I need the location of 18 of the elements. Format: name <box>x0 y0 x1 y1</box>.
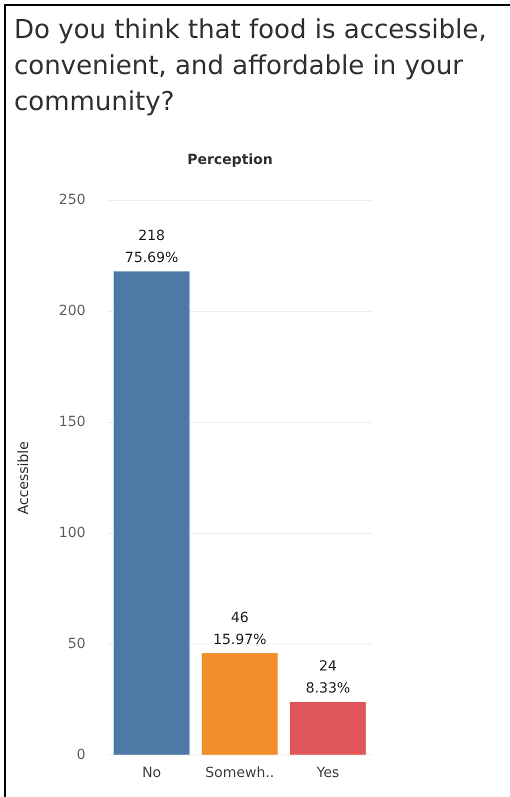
x-axis-title: Perception <box>186 152 274 168</box>
y-tick-label: 150 <box>58 414 86 430</box>
data-label: 46 15.97% <box>213 610 266 648</box>
bar <box>202 653 278 755</box>
bar <box>290 702 366 755</box>
y-tick-label: 100 <box>58 524 86 541</box>
y-tick-label: 50 <box>68 636 86 652</box>
chart-title: Do you think that food is accessible, convenient, and affordable in your community? <box>14 14 488 119</box>
x-tick-label: Somewh.. <box>205 765 274 782</box>
x-tick-label: Yes <box>316 765 340 782</box>
y-axis-title: Accessible <box>16 441 32 514</box>
data-label: 24 8.33% <box>306 658 350 697</box>
x-tick-label: No <box>142 765 162 782</box>
y-tick-label: 0 <box>76 746 86 763</box>
y-tick-label: 250 <box>58 192 86 208</box>
y-tick-label: 200 <box>58 303 86 319</box>
bar <box>114 271 190 755</box>
data-label: 218 75.69% <box>124 228 178 266</box>
